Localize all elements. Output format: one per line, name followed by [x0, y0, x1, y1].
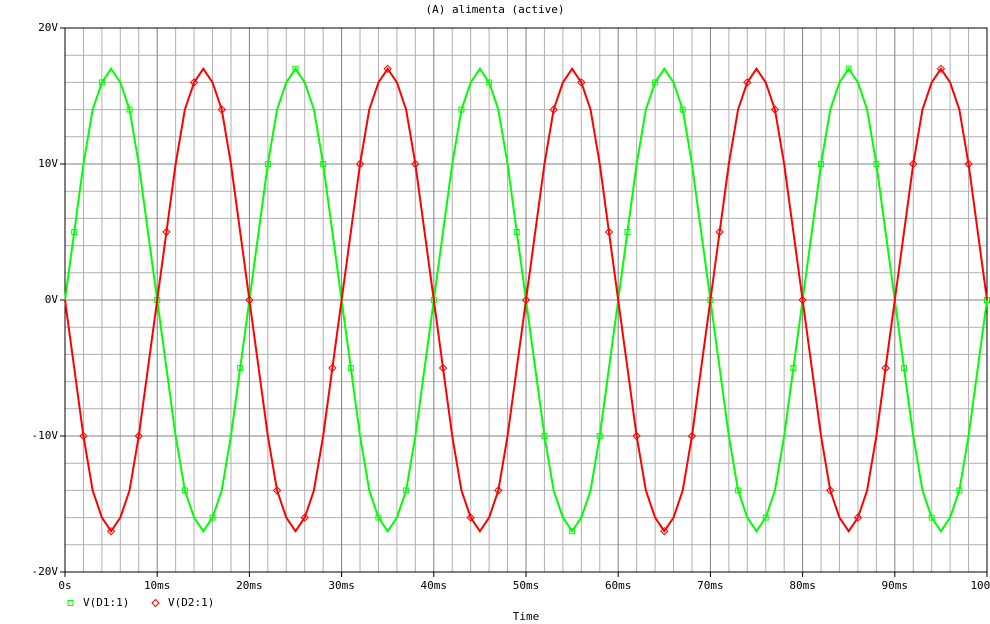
- marker: [458, 106, 465, 113]
- x-axis-label: Time: [513, 610, 540, 623]
- y-tick-label: -10V: [32, 429, 59, 442]
- legend-marker: [67, 600, 74, 606]
- marker: [486, 79, 493, 86]
- marker: [715, 227, 724, 237]
- marker: [853, 513, 863, 522]
- series-line: [64, 67, 988, 533]
- marker: [189, 78, 199, 87]
- marker: [403, 487, 410, 494]
- marker: [98, 79, 105, 86]
- marker: [494, 486, 503, 495]
- marker: [679, 106, 686, 113]
- marker: [632, 431, 641, 441]
- x-tick-label: 20ms: [236, 579, 263, 592]
- chart-title: (A) alimenta (active): [425, 3, 564, 16]
- marker: [209, 514, 216, 521]
- marker: [881, 363, 890, 373]
- y-tick-label: 0V: [45, 293, 59, 306]
- marker: [347, 365, 354, 371]
- marker: [411, 159, 420, 169]
- marker: [624, 229, 631, 235]
- x-tick-label: 30ms: [328, 579, 355, 592]
- x-tick-label: 50ms: [513, 579, 540, 592]
- y-tick-label: 20V: [38, 21, 58, 34]
- x-tick-label: 80ms: [789, 579, 816, 592]
- marker: [770, 105, 780, 114]
- marker: [300, 513, 309, 522]
- marker: [790, 365, 797, 371]
- marker: [735, 487, 742, 494]
- x-tick-label: 10ms: [144, 579, 171, 592]
- marker: [928, 514, 935, 521]
- marker: [79, 431, 88, 441]
- marker: [936, 64, 946, 74]
- x-tick-label: 70ms: [697, 579, 724, 592]
- marker: [320, 161, 327, 167]
- y-tick-label: 10V: [38, 157, 58, 170]
- marker: [375, 514, 382, 521]
- x-tick-label: 100ms: [970, 579, 990, 592]
- marker: [181, 487, 188, 494]
- marker: [521, 295, 531, 305]
- marker: [596, 433, 603, 439]
- marker: [328, 363, 337, 373]
- marker: [873, 161, 880, 167]
- marker: [818, 161, 825, 167]
- marker: [162, 227, 171, 237]
- marker: [798, 295, 807, 305]
- marker: [134, 431, 143, 441]
- x-tick-label: 0s: [58, 579, 71, 592]
- marker: [604, 227, 614, 237]
- legend-marker: [151, 598, 160, 608]
- marker: [438, 363, 448, 373]
- marker: [237, 365, 244, 371]
- marker: [383, 64, 392, 74]
- marker: [264, 161, 271, 167]
- marker: [513, 229, 520, 235]
- x-tick-label: 60ms: [605, 579, 632, 592]
- marker: [106, 526, 116, 536]
- marker: [909, 159, 918, 169]
- marker: [743, 78, 752, 87]
- marker: [845, 65, 852, 72]
- marker: [126, 106, 133, 113]
- legend-label: V(D2:1): [168, 596, 214, 609]
- y-tick-label: -20V: [32, 565, 59, 578]
- legend-label: V(D1:1): [83, 596, 129, 609]
- marker: [687, 431, 697, 441]
- marker: [964, 159, 973, 169]
- marker: [71, 229, 78, 235]
- marker: [292, 65, 299, 72]
- marker: [549, 105, 558, 114]
- marker: [762, 514, 769, 521]
- marker: [901, 365, 908, 371]
- marker: [826, 486, 835, 495]
- marker: [272, 486, 282, 495]
- marker: [217, 105, 226, 114]
- marker: [660, 526, 669, 536]
- marker: [355, 159, 365, 169]
- marker: [652, 79, 659, 86]
- x-tick-label: 90ms: [882, 579, 909, 592]
- marker: [569, 528, 576, 535]
- x-tick-label: 40ms: [421, 579, 448, 592]
- marker: [466, 513, 475, 522]
- marker: [956, 487, 963, 494]
- marker: [245, 295, 254, 305]
- marker: [577, 78, 586, 87]
- marker: [541, 433, 548, 439]
